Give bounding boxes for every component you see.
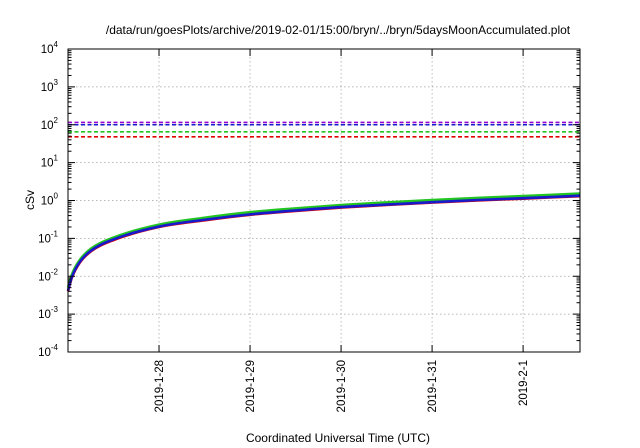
y-tick-exponent: 2	[54, 116, 59, 125]
y-tick-label: 10-3	[38, 305, 58, 321]
y-tick-exponent: 0	[54, 192, 59, 201]
y-tick-label: 101	[41, 154, 59, 170]
x-tick-labels: 2019-1-28 2019-1-29 2019-1-30 2019-1-31 2019…	[154, 360, 530, 412]
y-tick-base: 10	[41, 120, 54, 132]
y-tick-exponent: 1	[54, 154, 59, 163]
series-line	[66, 192, 581, 289]
y-tick-base: 10	[41, 44, 54, 56]
tick-marks	[68, 48, 580, 353]
y-tick-base: 10	[41, 82, 54, 94]
y-tick-exponent: -1	[51, 229, 59, 238]
x-tick-label: 2019-1-31	[427, 360, 439, 412]
y-tick-label: 104	[41, 40, 59, 56]
x-tick-label: 2019-1-29	[245, 360, 257, 412]
y-tick-exponent: -3	[51, 305, 59, 314]
x-axis-label: Coordinated Universal Time (UTC)	[246, 431, 430, 445]
y-tick-base: 10	[41, 158, 54, 170]
y-axis-label: cSv	[23, 190, 37, 210]
threshold-lines	[68, 121, 580, 138]
y-tick-base: 10	[38, 347, 51, 359]
grid-lines	[68, 49, 580, 352]
y-tick-label: 100	[41, 192, 59, 208]
x-tick-label: 2019-1-28	[154, 360, 166, 412]
y-tick-base: 10	[38, 271, 51, 283]
y-tick-exponent: 3	[54, 78, 59, 87]
y-tick-label: 10-4	[38, 343, 58, 359]
chart-title: /data/run/goesPlots/archive/2019-02-01/1…	[106, 23, 571, 37]
x-tick-label: 2019-2-1	[518, 360, 530, 406]
y-tick-base: 10	[38, 233, 51, 245]
y-tick-base: 10	[41, 196, 54, 208]
series-lines	[66, 192, 581, 292]
series-line	[66, 194, 581, 292]
y-tick-label: 10-1	[38, 229, 58, 245]
y-tick-label: 103	[41, 78, 59, 94]
y-tick-exponent: -4	[51, 343, 59, 352]
series-line	[66, 194, 581, 291]
y-tick-exponent: -2	[51, 267, 59, 276]
y-tick-exponent: 4	[54, 40, 59, 49]
y-tick-label: 10-2	[38, 267, 58, 283]
x-tick-label: 2019-1-30	[336, 360, 348, 412]
y-tick-base: 10	[38, 309, 51, 321]
y-tick-label: 102	[41, 116, 59, 132]
